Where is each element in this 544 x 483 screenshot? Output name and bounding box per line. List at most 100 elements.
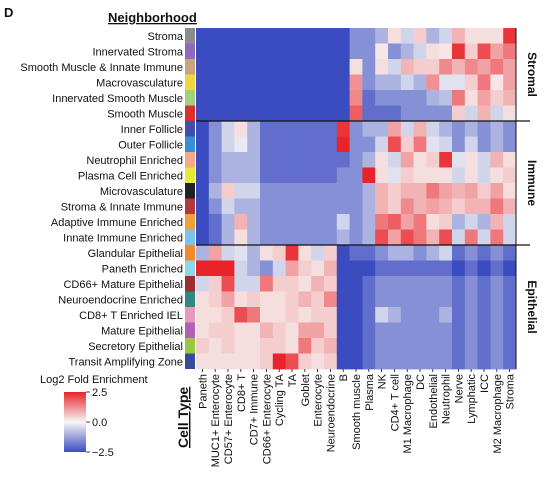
heatmap-cell [426,322,440,339]
heatmap-cell [388,105,402,122]
column-label: Plasma [364,373,376,411]
heatmap-cell [375,260,389,277]
heatmap-cell [426,245,440,261]
heatmap-cell [234,152,248,168]
heatmap-cell [439,291,453,308]
heatmap-cell [349,152,363,168]
heatmap-cell [324,183,338,199]
heatmap-cell [260,245,274,261]
row-swatch [185,121,195,137]
heatmap-cell [336,338,350,354]
heatmap-cell [260,338,274,354]
heatmap-cell [196,121,210,137]
heatmap-cell [196,322,210,339]
heatmap-cell [426,105,440,122]
heatmap-cell [388,183,402,199]
heatmap-cell [324,198,338,215]
column-label: ICC [479,374,491,393]
heatmap-cell [413,338,427,354]
heatmap-cell [234,353,248,370]
heatmap-cell [452,59,466,75]
heatmap-cell [413,43,427,60]
heatmap-cell [298,229,312,246]
heatmap-cell [413,90,427,106]
heatmap-cell [221,338,235,354]
heatmap-cell [452,322,466,339]
heatmap-cell [336,353,350,370]
colorbar-tick-label: 2.5 [92,387,107,399]
heatmap-cell [311,291,325,308]
column-label: Neutrophil [441,374,453,424]
heatmap-cell [221,105,235,122]
heatmap-cell [247,229,261,246]
heatmap-cell [208,121,222,137]
heatmap-cell [208,276,222,292]
heatmap-cell [375,152,389,168]
heatmap-cell [221,74,235,91]
row-label: Innervated Smooth Muscle [52,93,183,105]
heatmap-cell [311,338,325,354]
heatmap-cell [477,136,491,153]
heatmap-cell [285,74,299,91]
heatmap-cell [375,28,389,44]
heatmap-cell [388,43,402,60]
row-label: Smooth Muscle & Innate Immune [20,62,183,74]
heatmap-cell [503,59,517,75]
heatmap-cell [464,105,478,122]
heatmap-cell [311,167,325,184]
heatmap-cell [196,338,210,354]
column-label: Cycling TA [274,373,286,426]
heatmap-cell [349,43,363,60]
heatmap-cell [375,338,389,354]
heatmap-cell [452,307,466,323]
heatmap-cell [477,353,491,370]
heatmap-cell [349,245,363,261]
heatmap-cell [477,90,491,106]
heatmap-cell [477,229,491,246]
heatmap-cell [311,322,325,339]
heatmap-cell [388,136,402,153]
heatmap-cell [336,105,350,122]
heatmap-cell [413,152,427,168]
colorbar-tick-label: −2.5 [92,447,114,459]
heatmap-cell [413,167,427,184]
heatmap-cell [426,136,440,153]
heatmap-cell [400,291,414,308]
heatmap-cell [362,322,376,339]
heatmap-cell [272,43,286,60]
row-label: Neuroendocrine Enriched [58,294,183,306]
heatmap-cell [260,214,274,230]
heatmap-cell [464,183,478,199]
heatmap-cell [477,198,491,215]
heatmap-cell [336,198,350,215]
heatmap-cell [439,74,453,91]
heatmap-cell [285,136,299,153]
heatmap-cell [298,183,312,199]
heatmap-cell [400,59,414,75]
heatmap-cell [196,245,210,261]
column-label: M1 Macrophage [402,374,414,454]
heatmap-cell [503,307,517,323]
heatmap-cell [221,183,235,199]
heatmap-cell [196,214,210,230]
heatmap-cell [324,276,338,292]
heatmap-cell [490,28,504,44]
heatmap-cell [477,152,491,168]
heatmap-cell [439,214,453,230]
heatmap-cell [311,260,325,277]
heatmap-cell [324,152,338,168]
heatmap-cell [311,152,325,168]
heatmap-cell [196,43,210,60]
heatmap-cell [285,245,299,261]
heatmap-cell [196,74,210,91]
row-swatch [185,198,195,214]
heatmap-cell [247,90,261,106]
heatmap-cell [388,229,402,246]
heatmap-cell [247,291,261,308]
heatmap-cell [375,307,389,323]
heatmap-cell [503,260,517,277]
heatmap-cell [375,59,389,75]
heatmap-cell [221,59,235,75]
heatmap-cell [349,59,363,75]
heatmap-cell [260,152,274,168]
